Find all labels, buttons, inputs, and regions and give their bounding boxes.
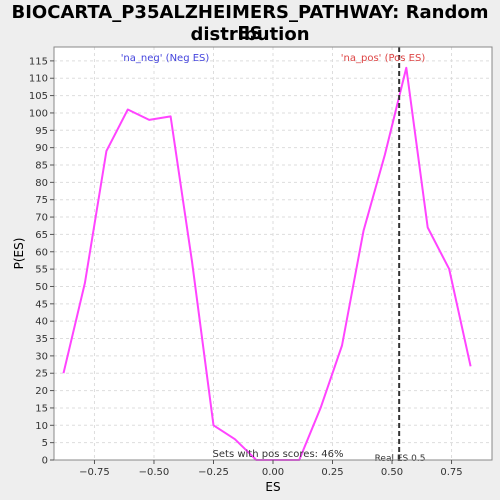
x-tick-label: 0.25 xyxy=(321,467,343,478)
y-tick-label: 80 xyxy=(35,178,48,189)
x-tick-label: 0.50 xyxy=(381,467,403,478)
y-tick-label: 90 xyxy=(35,143,48,154)
x-tick-label: 0.00 xyxy=(262,467,284,478)
x-tick-label: −0.75 xyxy=(79,467,110,478)
x-tick-label: 0.75 xyxy=(440,467,462,478)
y-tick-label: 55 xyxy=(35,265,48,276)
y-tick-label: 50 xyxy=(35,282,48,293)
x-tick-label: −0.25 xyxy=(198,467,229,478)
x-tick-label: −0.50 xyxy=(139,467,170,478)
neg-es-legend-label: 'na_neg' (Neg ES) xyxy=(121,53,210,64)
y-tick-label: 20 xyxy=(35,386,48,397)
y-tick-label: 30 xyxy=(35,351,48,362)
y-tick-label: 15 xyxy=(35,403,48,414)
chart-title-line-1: BIOCARTA_P35ALZHEIMERS_PATHWAY: Random E… xyxy=(11,2,489,44)
y-tick-label: 110 xyxy=(29,74,48,85)
y-axis-ticks: 0 5 10 15 20 25 30 35 40 45 50 55 60 65 70 75 80 85 90 95 10… xyxy=(29,56,54,467)
y-tick-label: 105 xyxy=(29,91,48,102)
pos-es-legend-label: 'na_pos' (Pos ES) xyxy=(341,53,426,64)
y-tick-label: 70 xyxy=(35,213,48,224)
x-axis-label: ES xyxy=(265,480,280,494)
y-tick-label: 40 xyxy=(35,317,48,328)
grid-lines xyxy=(54,47,492,461)
y-tick-label: 0 xyxy=(42,456,48,467)
y-tick-label: 25 xyxy=(35,369,48,380)
y-tick-label: 10 xyxy=(35,421,48,432)
y-tick-label: 115 xyxy=(29,56,48,67)
annotation-layer: 'na_neg' (Neg ES) 'na_pos' (Pos ES) Sets… xyxy=(121,47,426,464)
y-tick-label: 5 xyxy=(42,438,48,449)
y-tick-label: 65 xyxy=(35,230,48,241)
y-tick-label: 85 xyxy=(35,161,48,172)
y-tick-label: 100 xyxy=(29,108,48,119)
x-axis-ticks: −0.75 −0.50 −0.25 0.00 0.25 0.50 0.75 xyxy=(79,460,463,478)
chart-title-line-2: distribution xyxy=(190,24,310,45)
y-tick-label: 35 xyxy=(35,334,48,345)
y-tick-label: 60 xyxy=(35,247,48,258)
pos-scores-annotation: Sets with pos scores: 46% xyxy=(213,449,344,460)
y-tick-label: 95 xyxy=(35,126,48,137)
real-es-label: Real ES 0.5 xyxy=(375,454,426,464)
y-tick-label: 45 xyxy=(35,299,48,310)
y-axis-label: P(ES) xyxy=(12,238,26,270)
y-tick-label: 75 xyxy=(35,195,48,206)
